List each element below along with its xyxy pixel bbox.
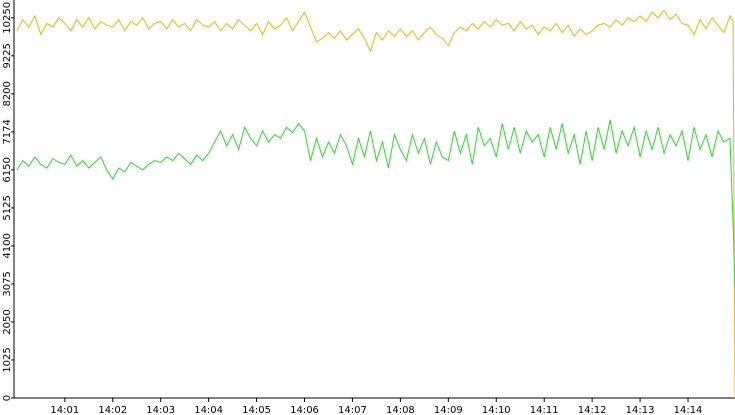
x-tick-label: 14:13	[626, 405, 655, 415]
x-tick-label: 14:10	[482, 405, 511, 415]
x-tick-label: 14:03	[146, 405, 175, 415]
x-tick-label: 14:04	[194, 405, 223, 415]
x-tick-label: 14:05	[242, 405, 271, 415]
y-tick-label: 10250	[2, 2, 13, 34]
x-tick-label: 14:06	[290, 405, 319, 415]
y-tick-label: 0	[2, 395, 13, 401]
y-tick-label: 2050	[2, 309, 13, 334]
y-tick-label: 1025	[2, 347, 13, 372]
y-tick-label: 4100	[2, 233, 13, 258]
y-tick-label: 6150	[2, 157, 13, 182]
x-tick-label: 14:02	[98, 405, 127, 415]
y-tick-label: 3075	[2, 271, 13, 296]
x-tick-label: 14:11	[530, 405, 559, 415]
y-tick-label: 7174	[2, 119, 13, 144]
x-tick-label: 14:08	[386, 405, 415, 415]
y-tick-label: 5125	[2, 195, 13, 220]
x-tick-label: 14:07	[338, 405, 367, 415]
x-tick-label: 14:12	[578, 405, 607, 415]
y-tick-label: 8200	[2, 81, 13, 106]
data-line	[16, 9, 735, 399]
data-line	[16, 119, 735, 287]
x-tick-label: 14:01	[50, 405, 79, 415]
y-tick-label: 9225	[2, 43, 13, 68]
x-tick-label: 14:09	[434, 405, 463, 415]
x-tick-label: 14:14	[674, 405, 703, 415]
